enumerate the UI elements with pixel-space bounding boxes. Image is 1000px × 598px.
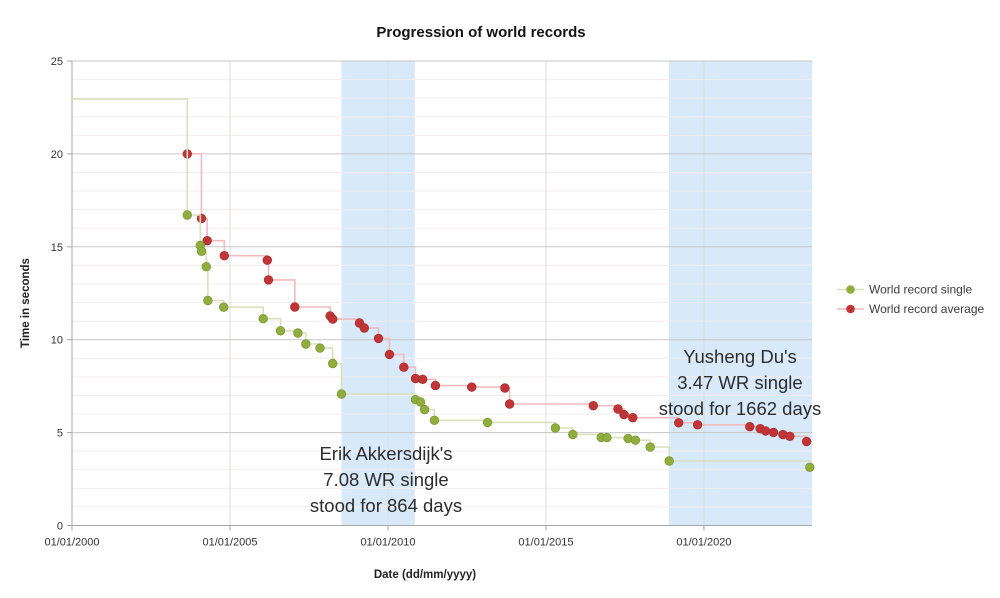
data-point-single <box>182 210 193 220</box>
data-point-single <box>602 432 612 443</box>
data-point-single <box>203 295 213 306</box>
data-point-average <box>801 436 812 447</box>
annotation-erik-line-2: 7.08 WR single <box>323 469 448 490</box>
highlight-band <box>668 61 812 526</box>
data-point-single <box>201 262 212 272</box>
data-point-average <box>290 302 300 312</box>
data-point-single <box>218 302 229 312</box>
data-point-average <box>785 431 795 442</box>
data-point-single <box>482 417 493 428</box>
data-point-single <box>293 328 303 338</box>
data-point-average <box>263 275 274 285</box>
highlight-band <box>341 61 415 526</box>
data-point-average <box>418 374 428 385</box>
x-tick-label: 01/01/2005 <box>202 537 257 549</box>
annotation-erik-line-1: Erik Akkersdijk's <box>319 443 452 464</box>
data-point-average <box>359 323 370 333</box>
x-tick-label: 01/01/2015 <box>518 537 573 549</box>
data-point-single <box>301 339 311 349</box>
annotation-erik-akkersdijk: Erik Akkersdijk's 7.08 WR single stood f… <box>310 443 462 516</box>
y-tick-label: 10 <box>51 335 63 347</box>
data-point-average <box>628 413 638 423</box>
data-point-average <box>202 235 212 246</box>
data-point-average <box>196 213 207 224</box>
data-point-average <box>262 255 273 265</box>
data-point-single <box>196 246 207 257</box>
x-tick-label: 01/01/2010 <box>360 537 415 549</box>
data-point-single <box>805 462 815 473</box>
data-point-average <box>760 426 771 436</box>
data-point-single <box>630 435 641 445</box>
y-tick-label: 25 <box>51 56 63 68</box>
x-axis-label: Date (dd/mm/yyyy) <box>374 569 476 581</box>
data-point-single <box>415 397 426 407</box>
data-point-single <box>336 389 347 399</box>
annotation-yusheng-line-1: Yusheng Du's <box>683 346 797 367</box>
y-tick-label: 0 <box>57 521 63 533</box>
data-point-average <box>619 409 629 420</box>
data-point-average <box>588 401 599 411</box>
data-point-average <box>328 314 338 324</box>
legend-item-average: World record average <box>837 302 984 316</box>
legend-dot-average-icon <box>846 304 855 314</box>
annotation-yusheng-du: Yusheng Du's 3.47 WR single stood for 16… <box>659 346 822 419</box>
data-point-average <box>500 383 510 393</box>
data-point-average <box>692 420 703 430</box>
data-point-average <box>399 362 409 372</box>
y-axis-label: Time in seconds <box>20 258 32 348</box>
data-point-single <box>550 423 561 433</box>
axes-layer <box>67 60 812 531</box>
data-point-single <box>315 343 325 353</box>
data-point-average <box>504 399 515 409</box>
series-layer <box>72 98 815 473</box>
annotation-erik-line-3: stood for 864 days <box>310 495 462 516</box>
chart-title: Progression of world records <box>376 24 585 41</box>
tick-labels-layer: 01/01/2000 01/01/2005 01/01/2010 01/01/2015… <box>44 56 731 549</box>
annotation-yusheng-line-2: 3.47 WR single <box>677 372 802 393</box>
data-point-single <box>258 314 268 324</box>
y-tick-label: 15 <box>51 242 63 254</box>
data-point-average <box>219 250 230 261</box>
highlight-bands-layer <box>341 61 812 526</box>
x-tick-label: 01/01/2000 <box>44 537 99 549</box>
data-point-average <box>745 422 755 432</box>
legend-dot-single-icon <box>846 285 855 294</box>
data-point-average <box>674 418 684 428</box>
data-point-average <box>467 382 477 392</box>
data-point-single <box>328 358 338 369</box>
data-point-single <box>275 326 286 336</box>
gridlines-layer <box>72 60 812 526</box>
data-point-average <box>384 349 395 360</box>
legend-label-single: World record single <box>869 283 972 297</box>
series-average <box>182 149 812 447</box>
data-point-average <box>768 427 779 438</box>
data-point-average <box>613 404 623 414</box>
annotation-yusheng-line-3: stood for 1662 days <box>659 398 822 419</box>
data-point-average <box>373 333 384 344</box>
data-point-single <box>664 456 674 466</box>
series-single <box>72 98 815 473</box>
data-point-single <box>429 415 440 426</box>
legend-item-single: World record single <box>837 283 972 297</box>
y-tick-label: 5 <box>57 428 63 440</box>
legend-label-average: World record average <box>869 302 984 316</box>
data-point-single <box>568 429 578 440</box>
legend: World record single World record average <box>837 283 984 316</box>
x-tick-label: 01/01/2020 <box>676 537 731 549</box>
data-point-single <box>645 442 655 452</box>
data-point-single <box>419 404 430 415</box>
data-point-average <box>430 380 441 391</box>
y-tick-label: 20 <box>51 149 63 161</box>
